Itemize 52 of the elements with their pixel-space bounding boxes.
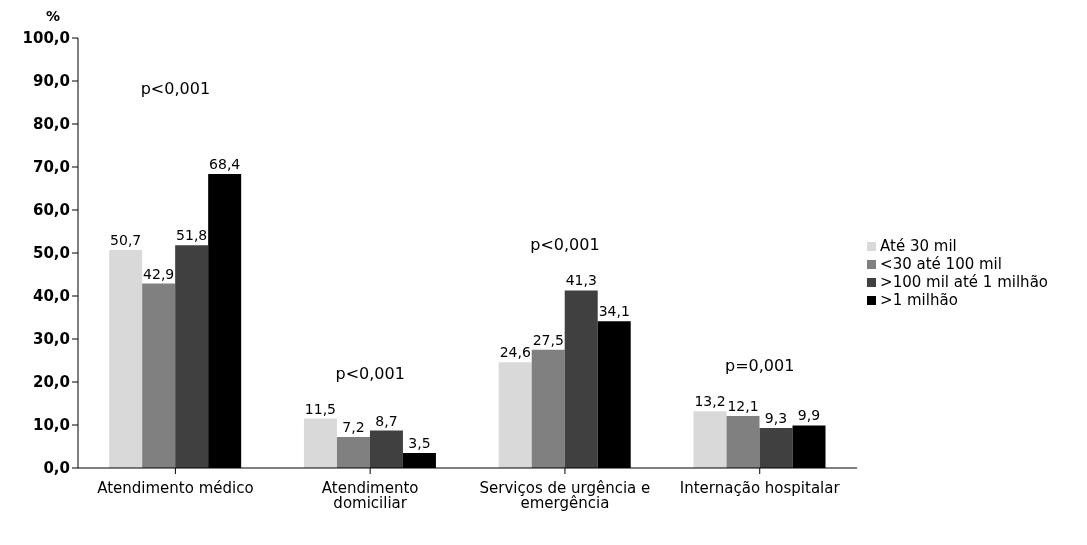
data-label: 12,1 — [727, 397, 759, 414]
bar — [336, 437, 370, 468]
data-label: 42,9 — [143, 265, 175, 282]
data-label: 7,2 — [342, 419, 365, 436]
y-tick-label: 30,0 — [32, 330, 70, 349]
legend-label: >1 milhão — [880, 291, 958, 309]
x-tick-label: Internação hospitalar — [679, 478, 841, 497]
annotation: p<0,001 — [140, 78, 211, 98]
data-label: 51,8 — [176, 227, 208, 244]
y-axis-title: % — [46, 8, 61, 24]
annotation: p<0,001 — [335, 363, 405, 383]
annotation: p<0,001 — [530, 235, 600, 255]
y-tick-label: 90,0 — [32, 72, 70, 91]
x-tick-label: Atendimento domiciliar — [321, 478, 419, 512]
bar — [175, 245, 209, 468]
bar — [564, 290, 598, 468]
legend-label: <30 até 100 mil — [880, 255, 1002, 273]
legend-label: >100 mil até 1 milhão — [880, 273, 1048, 291]
data-label: 24,6 — [499, 344, 531, 361]
bar — [693, 411, 727, 468]
data-label: 41,3 — [565, 272, 597, 289]
y-tick-label: 10,0 — [32, 416, 70, 435]
bar — [109, 249, 143, 468]
bar — [369, 430, 403, 468]
annotation: p=0,001 — [725, 356, 795, 376]
data-label: 11,5 — [304, 400, 337, 417]
data-label: 9,9 — [797, 407, 821, 424]
bar — [726, 415, 760, 468]
y-tick-label: 0,0 — [43, 459, 70, 478]
bar — [303, 418, 337, 468]
data-label: 34,1 — [598, 303, 630, 320]
legend-label: Até 30 mil — [880, 237, 957, 255]
x-tick-label: Serviços de urgência e emergência — [479, 478, 651, 512]
bar — [142, 283, 176, 468]
data-label: 9,3 — [764, 410, 788, 427]
x-tick-label: Atendimento médico — [97, 478, 254, 497]
y-tick-label: 60,0 — [32, 201, 70, 220]
bar — [531, 349, 565, 468]
data-label: 50,7 — [110, 231, 142, 248]
data-label: 8,7 — [375, 412, 398, 429]
y-tick-label: 80,0 — [32, 115, 70, 134]
y-tick-label: 70,0 — [32, 158, 70, 177]
data-label: 3,5 — [408, 434, 431, 451]
data-label: 68,4 — [209, 155, 241, 172]
y-tick-label: 100,0 — [22, 29, 70, 48]
y-tick-label: 40,0 — [32, 287, 70, 306]
y-tick-label: 50,0 — [32, 244, 70, 263]
data-label: 13,2 — [694, 393, 726, 410]
data-label: 27,5 — [532, 331, 564, 348]
bar — [498, 362, 532, 468]
y-tick-label: 20,0 — [32, 373, 70, 392]
bar — [759, 428, 793, 468]
